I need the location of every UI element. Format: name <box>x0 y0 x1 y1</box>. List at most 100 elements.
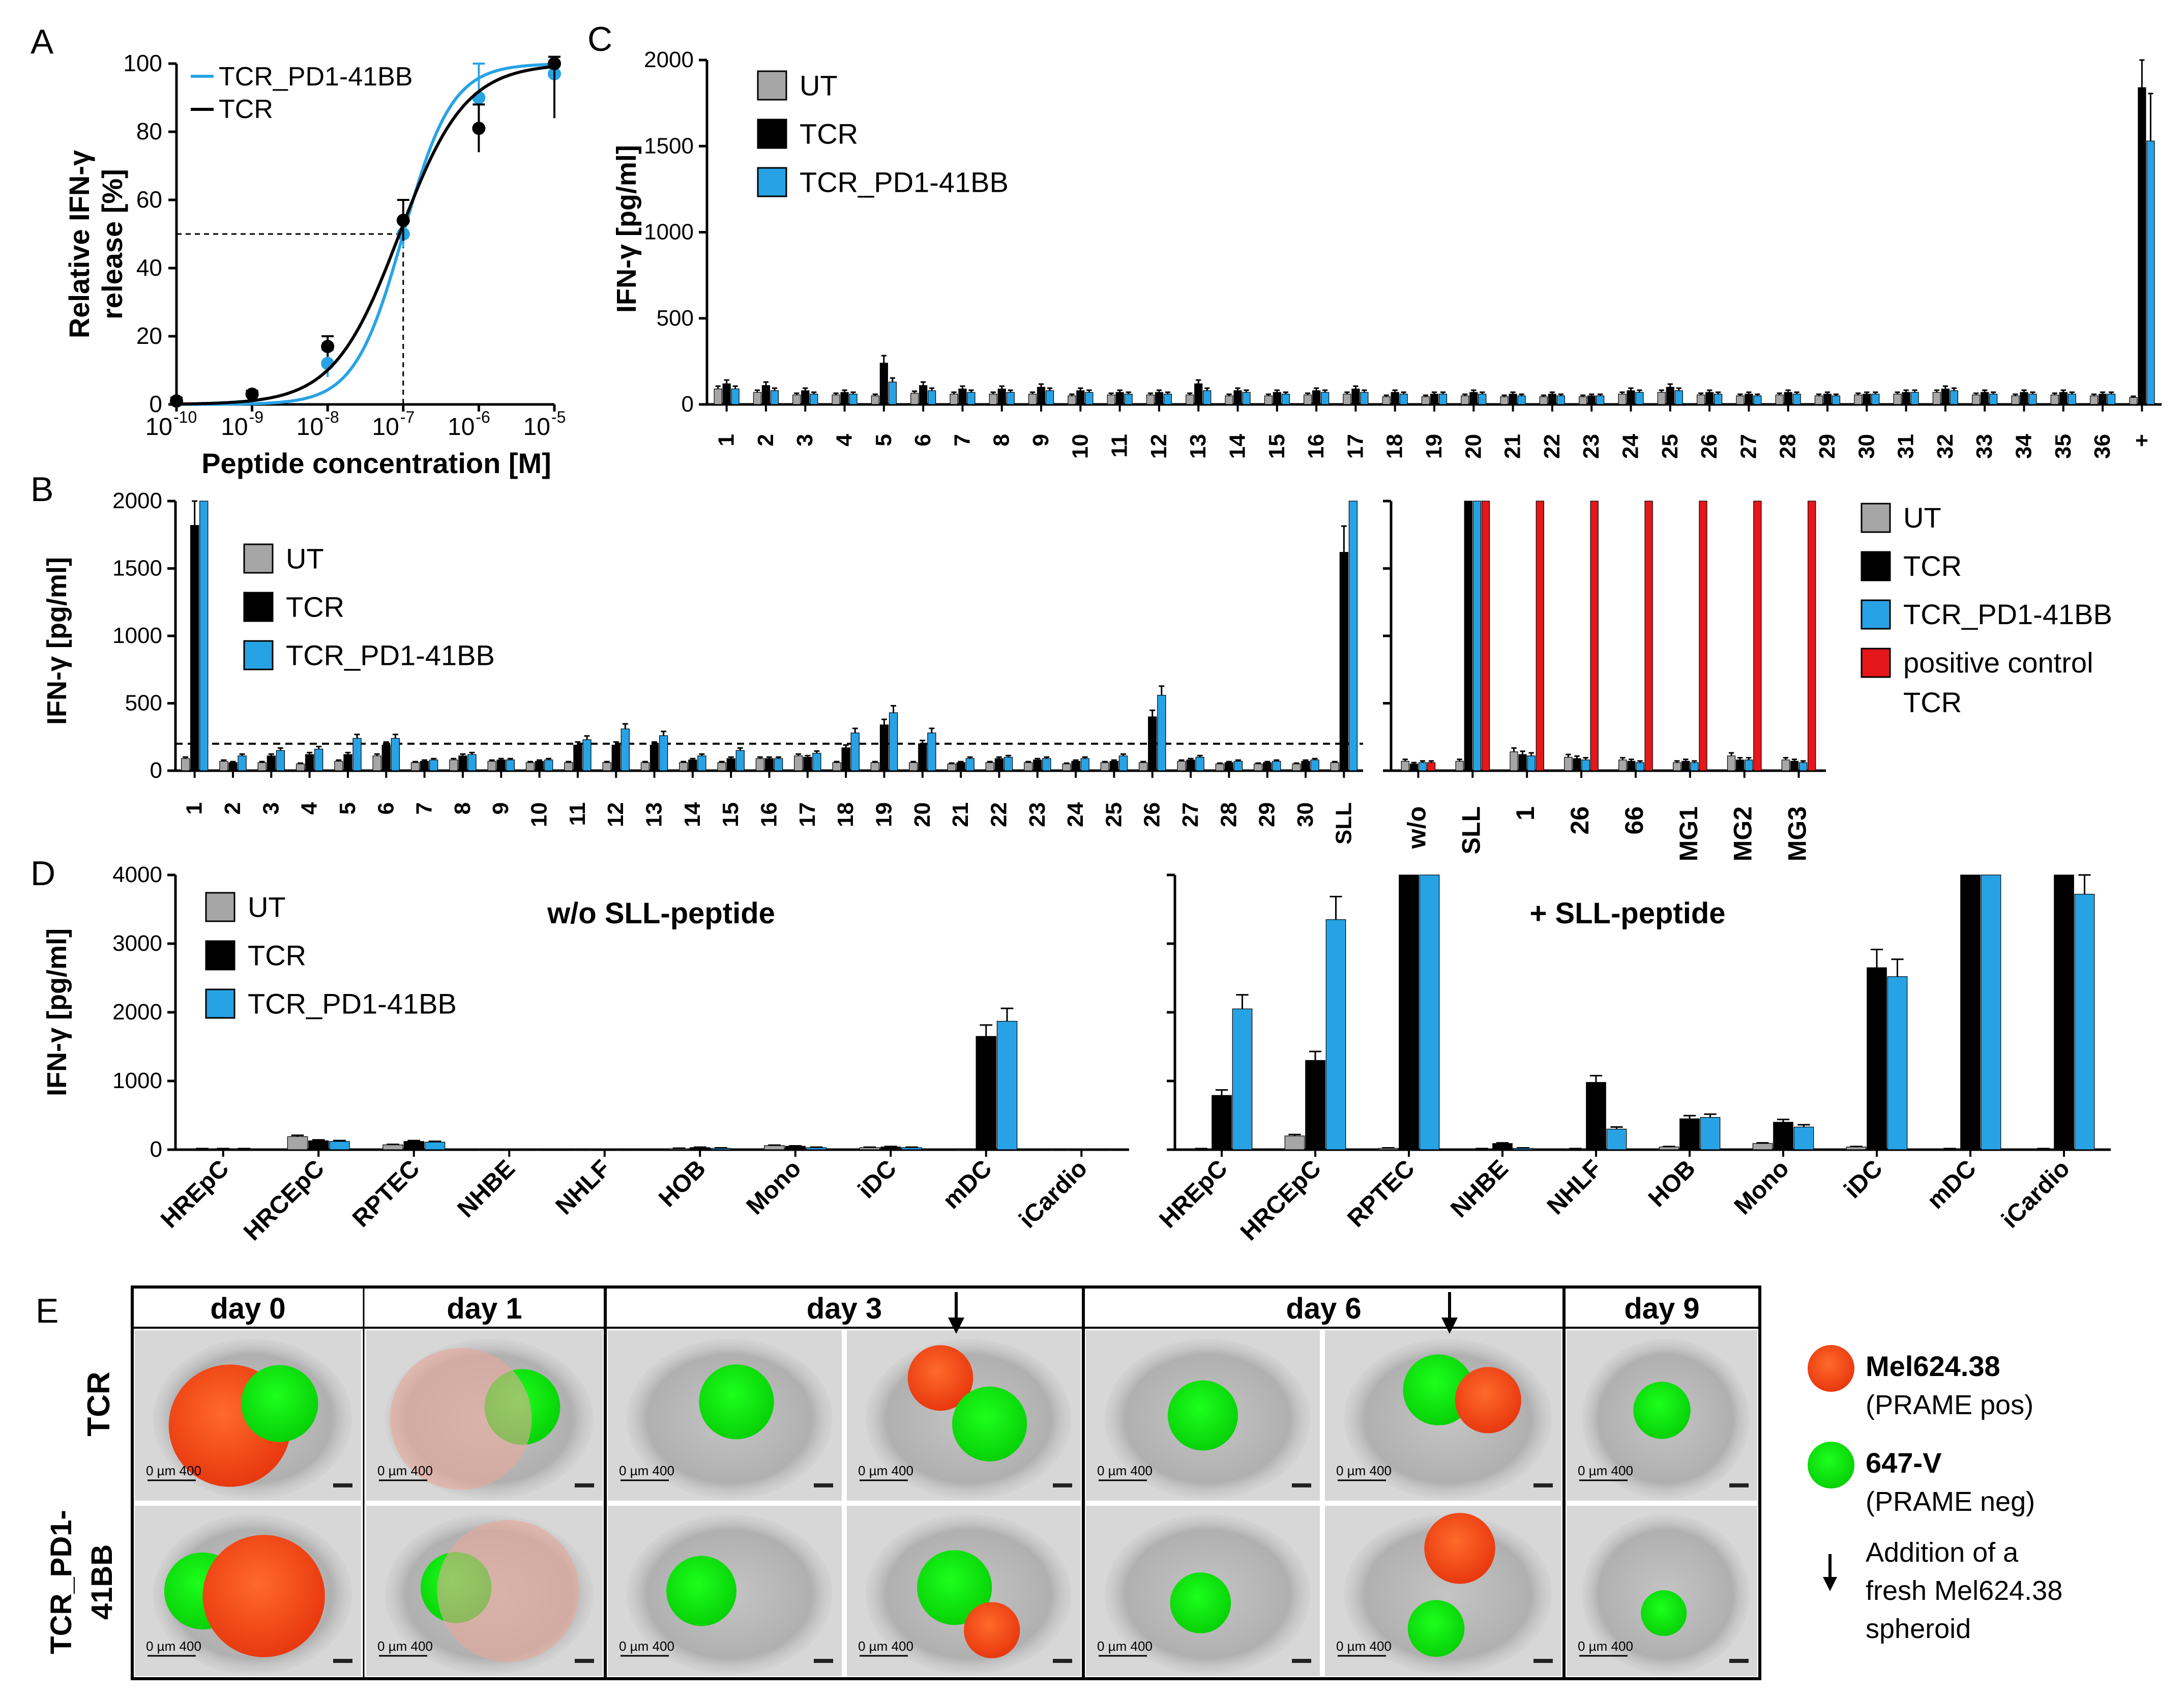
x-tick-label: 21 <box>948 802 973 827</box>
bar-D-right-UT-HOB <box>1659 1147 1679 1150</box>
scale-marker <box>333 1659 352 1663</box>
y-tick-label: 2000 <box>644 47 694 72</box>
bar-D-left-TCR-RPTEC <box>403 1141 424 1150</box>
x-tick-label: iCardio <box>1996 1155 2075 1233</box>
scale-marker <box>1292 1659 1311 1663</box>
x-tick-label: 6 <box>373 802 398 814</box>
bar-C-TCR-26 <box>1705 392 1714 405</box>
scale-bar-label: 0 µm 400 <box>858 1463 913 1478</box>
x-tick-label: mDC <box>1922 1155 1982 1214</box>
legend-label-UT: UT <box>1903 502 1941 534</box>
x-tick-label: SLL <box>1457 806 1485 854</box>
y-tick-label: 500 <box>657 306 694 331</box>
spheroid-green <box>1407 1600 1465 1657</box>
x-tick-label: 7 <box>412 802 437 814</box>
bar-B-TCR_PD1-41BB-3 <box>276 750 285 771</box>
x-tick-label: 25 <box>1658 434 1683 459</box>
bar-B2-UT-66 <box>1618 759 1627 771</box>
x-tick-label: 29 <box>1255 802 1280 827</box>
legend-arrow-text-2: fresh Mel624.38 <box>1866 1575 2062 1606</box>
spheroid-green <box>952 1386 1027 1461</box>
legend-label-positive-control-line2: TCR <box>1903 686 1962 718</box>
column-header-day-0: day 0 <box>210 1292 285 1325</box>
bar-B-TCR-19 <box>879 724 889 771</box>
x-tick-label: 12 <box>1146 434 1171 459</box>
x-tick-base: 10 <box>221 414 248 441</box>
bar-C-TCR-34 <box>2020 392 2028 405</box>
y-axis-title-B: IFN-γ [pg/ml] <box>42 557 72 725</box>
x-tick-label: 11 <box>1107 434 1132 458</box>
bar-C-TCR-3 <box>801 390 810 405</box>
bar-C-TCR-30 <box>1863 394 1871 405</box>
x-tick-label: 22 <box>1540 434 1565 459</box>
bar-C-TCR-36 <box>2098 394 2107 405</box>
bar-B-UT-13 <box>640 762 650 771</box>
bar-C-TCR_PD1-41BB-4 <box>849 394 858 405</box>
x-tick-label: 3 <box>258 802 283 814</box>
bar-B2-TCR_PD1-41BB-1 <box>1527 755 1536 771</box>
bar-D-right-TCR-mDC <box>1960 874 1981 1150</box>
spheroid-red <box>390 1348 532 1490</box>
bar-C-UT-22 <box>1539 396 1548 405</box>
scale-bar-label: 0 µm 400 <box>1097 1639 1153 1654</box>
bar-D-right-TCR_PD1-41BB-HOB <box>1700 1117 1721 1150</box>
bar-D-right-TCR_PD1-41BB-Mono <box>1793 1126 1814 1150</box>
bar-B-TCR_PD1-41BB-6 <box>391 738 400 771</box>
bar-C-TCR-27 <box>1745 394 1753 405</box>
bar-C-TCR-2 <box>761 385 771 405</box>
bar-C-TCR_PD1-41BB-18 <box>1399 394 1408 405</box>
x-tick-label: 34 <box>2011 433 2036 458</box>
y-tick-label: 3000 <box>112 931 162 956</box>
panel-label-B: B <box>31 470 53 509</box>
bar-D-left-TCR-mDC <box>976 1036 996 1150</box>
bar-D-right-TCR-Mono <box>1773 1122 1793 1150</box>
bar-B2-positive control TCR-MG2 <box>1753 501 1762 771</box>
x-tick-label: 8 <box>989 434 1014 446</box>
bar-C-TCR_PD1-41BB-7 <box>967 392 976 405</box>
scale-marker <box>1053 1483 1072 1487</box>
bar-B-UT-20 <box>909 762 918 771</box>
x-tick-label: 20 <box>1461 434 1486 459</box>
x-tick-label: 66 <box>1620 806 1648 835</box>
panel-E-frame <box>131 1285 1761 1680</box>
bar-C-TCR-14 <box>1233 390 1242 405</box>
bar-C-TCR_PD1-41BB-33 <box>1989 394 1998 405</box>
x-tick-label: 9 <box>1028 434 1053 446</box>
scale-marker <box>814 1483 833 1487</box>
bar-C-TCR_PD1-41BB-13 <box>1203 390 1212 405</box>
bar-B2-UT-w/o <box>1401 761 1409 771</box>
y-axis-title-C: IFN-γ [pg/ml] <box>611 145 642 313</box>
bar-B2-positive control TCR-w/o <box>1427 762 1436 771</box>
bar-B-TCR_PD1-41BB-26 <box>1157 694 1166 771</box>
bar-D-right-UT-HRCEpC <box>1284 1135 1305 1150</box>
bar-B2-TCR-MG2 <box>1735 759 1745 771</box>
spheroid-green <box>666 1556 736 1626</box>
bar-D-right-TCR-HOB <box>1679 1118 1700 1150</box>
x-tick-label: 15 <box>1264 434 1289 459</box>
x-tick-label: 31 <box>1894 434 1919 459</box>
bar-C-UT-14 <box>1225 395 1233 405</box>
bar-B-TCR_PD1-41BB-27 <box>1195 756 1204 771</box>
bar-B-TCR_PD1-41BB-12 <box>621 728 630 771</box>
legend-swatch-TCR <box>757 119 787 149</box>
bar-B2-positive control TCR-MG3 <box>1808 501 1816 771</box>
bar-B-UT-21 <box>947 764 956 771</box>
scale-marker <box>814 1659 833 1663</box>
bar-C-TCR-29 <box>1823 394 1832 405</box>
bar-B2-TCR-66 <box>1627 761 1636 771</box>
x-tick-label: 14 <box>680 802 705 827</box>
bar-C-UT-12 <box>1146 394 1155 405</box>
y-tick-label: 40 <box>136 254 162 281</box>
x-tick-label: NHLF <box>551 1155 616 1220</box>
x-tick-label: 26 <box>1697 434 1722 459</box>
bar-D-right-UT-Mono <box>1752 1143 1773 1150</box>
bar-B-UT-17 <box>794 755 803 771</box>
bar-B-UT-22 <box>985 762 994 771</box>
bar-B-TCR-16 <box>764 758 774 771</box>
data-point-TCR <box>396 214 410 227</box>
bar-B2-TCR-26 <box>1573 758 1581 771</box>
legend-arrow-icon <box>1823 1577 1837 1591</box>
y-axis-title-D: IFN-γ [pg/ml] <box>42 928 72 1096</box>
y-tick-label: 100 <box>123 50 162 76</box>
bar-B2-TCR-MG3 <box>1790 761 1799 771</box>
